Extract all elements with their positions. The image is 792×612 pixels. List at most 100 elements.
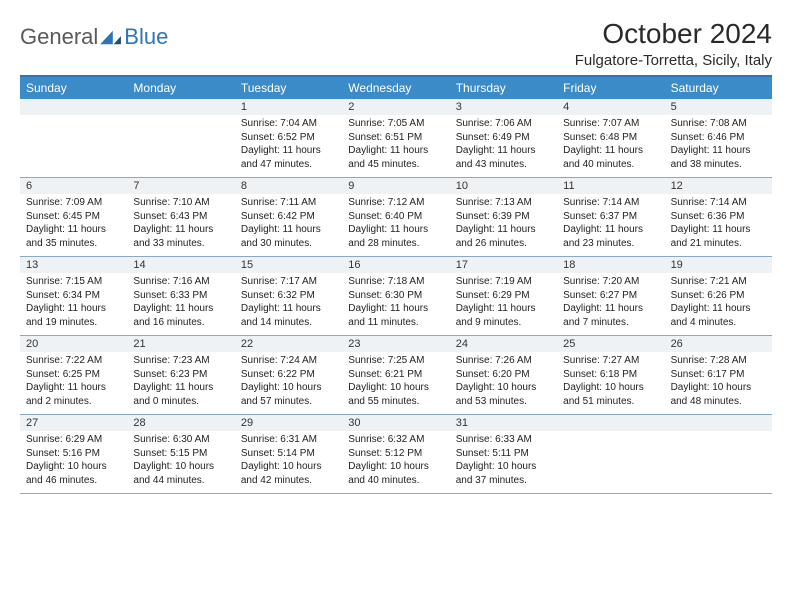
day-cell-5: 5Sunrise: 7:08 AMSunset: 6:46 PMDaylight… xyxy=(665,99,772,178)
sunset-line: Sunset: 6:49 PM xyxy=(456,131,551,145)
sunset-line: Sunset: 6:29 PM xyxy=(456,289,551,303)
day-body: Sunrise: 7:15 AMSunset: 6:34 PMDaylight:… xyxy=(20,273,127,329)
day-number: 8 xyxy=(235,178,342,194)
week-row: 27Sunrise: 6:29 AMSunset: 5:16 PMDayligh… xyxy=(20,415,772,494)
daylight-line: Daylight: 11 hours and 28 minutes. xyxy=(348,223,443,250)
calendar-body: 1Sunrise: 7:04 AMSunset: 6:52 PMDaylight… xyxy=(20,99,772,494)
daylight-line: Daylight: 11 hours and 19 minutes. xyxy=(26,302,121,329)
day-cell-11: 11Sunrise: 7:14 AMSunset: 6:37 PMDayligh… xyxy=(557,178,664,257)
sunset-line: Sunset: 6:32 PM xyxy=(241,289,336,303)
daylight-line: Daylight: 10 hours and 55 minutes. xyxy=(348,381,443,408)
day-body: Sunrise: 7:07 AMSunset: 6:48 PMDaylight:… xyxy=(557,115,664,171)
empty-cell xyxy=(20,99,127,178)
day-number xyxy=(20,99,127,115)
empty-cell xyxy=(557,415,664,494)
day-header-wednesday: Wednesday xyxy=(342,77,449,99)
sunrise-line: Sunrise: 7:14 AM xyxy=(671,196,766,210)
sunset-line: Sunset: 6:18 PM xyxy=(563,368,658,382)
daylight-line: Daylight: 11 hours and 33 minutes. xyxy=(133,223,228,250)
daylight-line: Daylight: 11 hours and 47 minutes. xyxy=(241,144,336,171)
day-body: Sunrise: 7:21 AMSunset: 6:26 PMDaylight:… xyxy=(665,273,772,329)
sunset-line: Sunset: 6:40 PM xyxy=(348,210,443,224)
day-number: 26 xyxy=(665,336,772,352)
daylight-line: Daylight: 11 hours and 45 minutes. xyxy=(348,144,443,171)
day-cell-1: 1Sunrise: 7:04 AMSunset: 6:52 PMDaylight… xyxy=(235,99,342,178)
day-number: 3 xyxy=(450,99,557,115)
daylight-line: Daylight: 10 hours and 51 minutes. xyxy=(563,381,658,408)
daylight-line: Daylight: 11 hours and 0 minutes. xyxy=(133,381,228,408)
day-cell-17: 17Sunrise: 7:19 AMSunset: 6:29 PMDayligh… xyxy=(450,257,557,336)
day-cell-3: 3Sunrise: 7:06 AMSunset: 6:49 PMDaylight… xyxy=(450,99,557,178)
daylight-line: Daylight: 10 hours and 53 minutes. xyxy=(456,381,551,408)
day-body: Sunrise: 7:26 AMSunset: 6:20 PMDaylight:… xyxy=(450,352,557,408)
daylight-line: Daylight: 10 hours and 46 minutes. xyxy=(26,460,121,487)
day-cell-25: 25Sunrise: 7:27 AMSunset: 6:18 PMDayligh… xyxy=(557,336,664,415)
day-header-thursday: Thursday xyxy=(450,77,557,99)
daylight-line: Daylight: 10 hours and 42 minutes. xyxy=(241,460,336,487)
day-cell-9: 9Sunrise: 7:12 AMSunset: 6:40 PMDaylight… xyxy=(342,178,449,257)
day-cell-2: 2Sunrise: 7:05 AMSunset: 6:51 PMDaylight… xyxy=(342,99,449,178)
day-number: 19 xyxy=(665,257,772,273)
day-number xyxy=(665,415,772,431)
sunrise-line: Sunrise: 7:23 AM xyxy=(133,354,228,368)
sunset-line: Sunset: 6:27 PM xyxy=(563,289,658,303)
sunrise-line: Sunrise: 7:08 AM xyxy=(671,117,766,131)
sunset-line: Sunset: 6:39 PM xyxy=(456,210,551,224)
day-number xyxy=(127,99,234,115)
day-body: Sunrise: 7:24 AMSunset: 6:22 PMDaylight:… xyxy=(235,352,342,408)
day-number: 12 xyxy=(665,178,772,194)
day-number: 9 xyxy=(342,178,449,194)
day-cell-10: 10Sunrise: 7:13 AMSunset: 6:39 PMDayligh… xyxy=(450,178,557,257)
sunset-line: Sunset: 6:37 PM xyxy=(563,210,658,224)
day-body: Sunrise: 7:08 AMSunset: 6:46 PMDaylight:… xyxy=(665,115,772,171)
daylight-line: Daylight: 11 hours and 43 minutes. xyxy=(456,144,551,171)
day-cell-7: 7 Sunrise: 7:10 AMSunset: 6:43 PMDaylight… xyxy=(127,178,234,257)
day-body: Sunrise: 7:16 AMSunset: 6:33 PMDaylight:… xyxy=(127,273,234,329)
day-cell-23: 23Sunrise: 7:25 AMSunset: 6:21 PMDayligh… xyxy=(342,336,449,415)
sunrise-line: Sunrise: 7:10 AM xyxy=(133,196,228,210)
week-row: 20Sunrise: 7:22 AMSunset: 6:25 PMDayligh… xyxy=(20,336,772,415)
day-body: Sunrise: 7:13 AMSunset: 6:39 PMDaylight:… xyxy=(450,194,557,250)
sunrise-line: Sunrise: 7:24 AM xyxy=(241,354,336,368)
sunrise-line: Sunrise: 7:19 AM xyxy=(456,275,551,289)
day-cell-16: 16Sunrise: 7:18 AMSunset: 6:30 PMDayligh… xyxy=(342,257,449,336)
day-number: 13 xyxy=(20,257,127,273)
sunset-line: Sunset: 6:25 PM xyxy=(26,368,121,382)
sunrise-line: Sunrise: 7:21 AM xyxy=(671,275,766,289)
day-cell-14: 14Sunrise: 7:16 AMSunset: 6:33 PMDayligh… xyxy=(127,257,234,336)
day-body: Sunrise: 6:29 AMSunset: 5:16 PMDaylight:… xyxy=(20,431,127,487)
day-body: Sunrise: 7:27 AMSunset: 6:18 PMDaylight:… xyxy=(557,352,664,408)
day-cell-21: 21Sunrise: 7:23 AMSunset: 6:23 PMDayligh… xyxy=(127,336,234,415)
sunset-line: Sunset: 6:23 PM xyxy=(133,368,228,382)
day-cell-8: 8Sunrise: 7:11 AMSunset: 6:42 PMDaylight… xyxy=(235,178,342,257)
day-body: Sunrise: 6:30 AMSunset: 5:15 PMDaylight:… xyxy=(127,431,234,487)
sunset-line: Sunset: 6:45 PM xyxy=(26,210,121,224)
day-cell-12: 12Sunrise: 7:14 AMSunset: 6:36 PMDayligh… xyxy=(665,178,772,257)
day-number: 20 xyxy=(20,336,127,352)
day-number: 7 xyxy=(127,178,234,194)
daylight-line: Daylight: 11 hours and 35 minutes. xyxy=(26,223,121,250)
day-header-sunday: Sunday xyxy=(20,77,127,99)
week-row: 13Sunrise: 7:15 AMSunset: 6:34 PMDayligh… xyxy=(20,257,772,336)
day-cell-4: 4Sunrise: 7:07 AMSunset: 6:48 PMDaylight… xyxy=(557,99,664,178)
daylight-line: Daylight: 11 hours and 23 minutes. xyxy=(563,223,658,250)
day-body: Sunrise: 7:09 AMSunset: 6:45 PMDaylight:… xyxy=(20,194,127,250)
sunrise-line: Sunrise: 7:04 AM xyxy=(241,117,336,131)
sunset-line: Sunset: 6:42 PM xyxy=(241,210,336,224)
day-body: Sunrise: 7:28 AMSunset: 6:17 PMDaylight:… xyxy=(665,352,772,408)
sunset-line: Sunset: 6:43 PM xyxy=(133,210,228,224)
sunrise-line: Sunrise: 7:26 AM xyxy=(456,354,551,368)
sunrise-line: Sunrise: 7:05 AM xyxy=(348,117,443,131)
day-cell-28: 28Sunrise: 6:30 AMSunset: 5:15 PMDayligh… xyxy=(127,415,234,494)
sunset-line: Sunset: 5:12 PM xyxy=(348,447,443,461)
daylight-line: Daylight: 11 hours and 9 minutes. xyxy=(456,302,551,329)
day-number: 6 xyxy=(20,178,127,194)
day-number: 29 xyxy=(235,415,342,431)
sunset-line: Sunset: 6:48 PM xyxy=(563,131,658,145)
day-body: Sunrise: 7:17 AMSunset: 6:32 PMDaylight:… xyxy=(235,273,342,329)
day-number: 27 xyxy=(20,415,127,431)
sunrise-line: Sunrise: 6:30 AM xyxy=(133,433,228,447)
sunrise-line: Sunrise: 7:07 AM xyxy=(563,117,658,131)
day-body: Sunrise: 7:23 AMSunset: 6:23 PMDaylight:… xyxy=(127,352,234,408)
day-cell-22: 22Sunrise: 7:24 AMSunset: 6:22 PMDayligh… xyxy=(235,336,342,415)
